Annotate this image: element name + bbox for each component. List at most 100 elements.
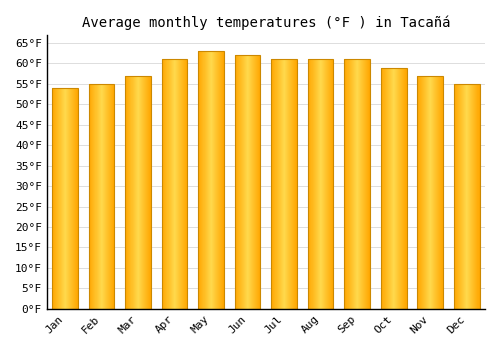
Bar: [472, 84, 473, 309]
Bar: [76, 88, 77, 309]
Bar: [131, 76, 132, 309]
Bar: [424, 76, 425, 309]
Bar: [213, 51, 214, 309]
Bar: [434, 76, 435, 309]
Bar: [185, 60, 186, 309]
Bar: [324, 60, 325, 309]
Bar: [212, 51, 213, 309]
Bar: [405, 68, 406, 309]
Bar: [426, 76, 427, 309]
Bar: [316, 60, 317, 309]
Bar: [357, 60, 358, 309]
Bar: [320, 60, 321, 309]
Bar: [418, 76, 443, 309]
Bar: [381, 68, 406, 309]
Bar: [442, 76, 443, 309]
Bar: [462, 84, 463, 309]
Bar: [315, 60, 316, 309]
Bar: [199, 51, 200, 309]
Bar: [73, 88, 74, 309]
Bar: [289, 60, 290, 309]
Bar: [139, 76, 140, 309]
Bar: [321, 60, 322, 309]
Bar: [430, 76, 432, 309]
Bar: [329, 60, 330, 309]
Bar: [427, 76, 428, 309]
Bar: [72, 88, 73, 309]
Bar: [181, 60, 182, 309]
Bar: [317, 60, 318, 309]
Bar: [126, 76, 127, 309]
Bar: [135, 76, 136, 309]
Bar: [249, 55, 250, 309]
Bar: [91, 84, 92, 309]
Bar: [63, 88, 64, 309]
Bar: [176, 60, 177, 309]
Bar: [172, 60, 173, 309]
Bar: [171, 60, 172, 309]
Bar: [423, 76, 424, 309]
Bar: [353, 60, 354, 309]
Bar: [368, 60, 369, 309]
Bar: [331, 60, 332, 309]
Bar: [259, 55, 260, 309]
Bar: [138, 76, 139, 309]
Bar: [473, 84, 474, 309]
Bar: [236, 55, 237, 309]
Bar: [386, 68, 387, 309]
Bar: [311, 60, 312, 309]
Bar: [90, 84, 91, 309]
Bar: [454, 84, 455, 309]
Bar: [344, 60, 370, 309]
Bar: [245, 55, 246, 309]
Bar: [397, 68, 398, 309]
Bar: [458, 84, 459, 309]
Bar: [109, 84, 110, 309]
Bar: [291, 60, 292, 309]
Bar: [252, 55, 253, 309]
Bar: [169, 60, 170, 309]
Bar: [275, 60, 276, 309]
Bar: [456, 84, 457, 309]
Bar: [112, 84, 113, 309]
Bar: [396, 68, 397, 309]
Bar: [253, 55, 254, 309]
Bar: [272, 60, 297, 309]
Bar: [162, 60, 188, 309]
Bar: [207, 51, 208, 309]
Bar: [365, 60, 366, 309]
Bar: [200, 51, 201, 309]
Bar: [428, 76, 429, 309]
Bar: [363, 60, 364, 309]
Bar: [243, 55, 244, 309]
Bar: [347, 60, 348, 309]
Bar: [147, 76, 148, 309]
Bar: [164, 60, 165, 309]
Bar: [175, 60, 176, 309]
Bar: [312, 60, 313, 309]
Bar: [89, 84, 90, 309]
Bar: [477, 84, 478, 309]
Bar: [392, 68, 393, 309]
Bar: [201, 51, 202, 309]
Bar: [328, 60, 329, 309]
Title: Average monthly temperatures (°F ) in Tacañá: Average monthly temperatures (°F ) in Ta…: [82, 15, 450, 29]
Bar: [146, 76, 147, 309]
Bar: [206, 51, 207, 309]
Bar: [208, 51, 209, 309]
Bar: [141, 76, 142, 309]
Bar: [242, 55, 243, 309]
Bar: [279, 60, 280, 309]
Bar: [403, 68, 404, 309]
Bar: [421, 76, 422, 309]
Bar: [56, 88, 57, 309]
Bar: [422, 76, 423, 309]
Bar: [474, 84, 475, 309]
Bar: [187, 60, 188, 309]
Bar: [476, 84, 477, 309]
Bar: [145, 76, 146, 309]
Bar: [436, 76, 437, 309]
Bar: [128, 76, 129, 309]
Bar: [441, 76, 442, 309]
Bar: [97, 84, 98, 309]
